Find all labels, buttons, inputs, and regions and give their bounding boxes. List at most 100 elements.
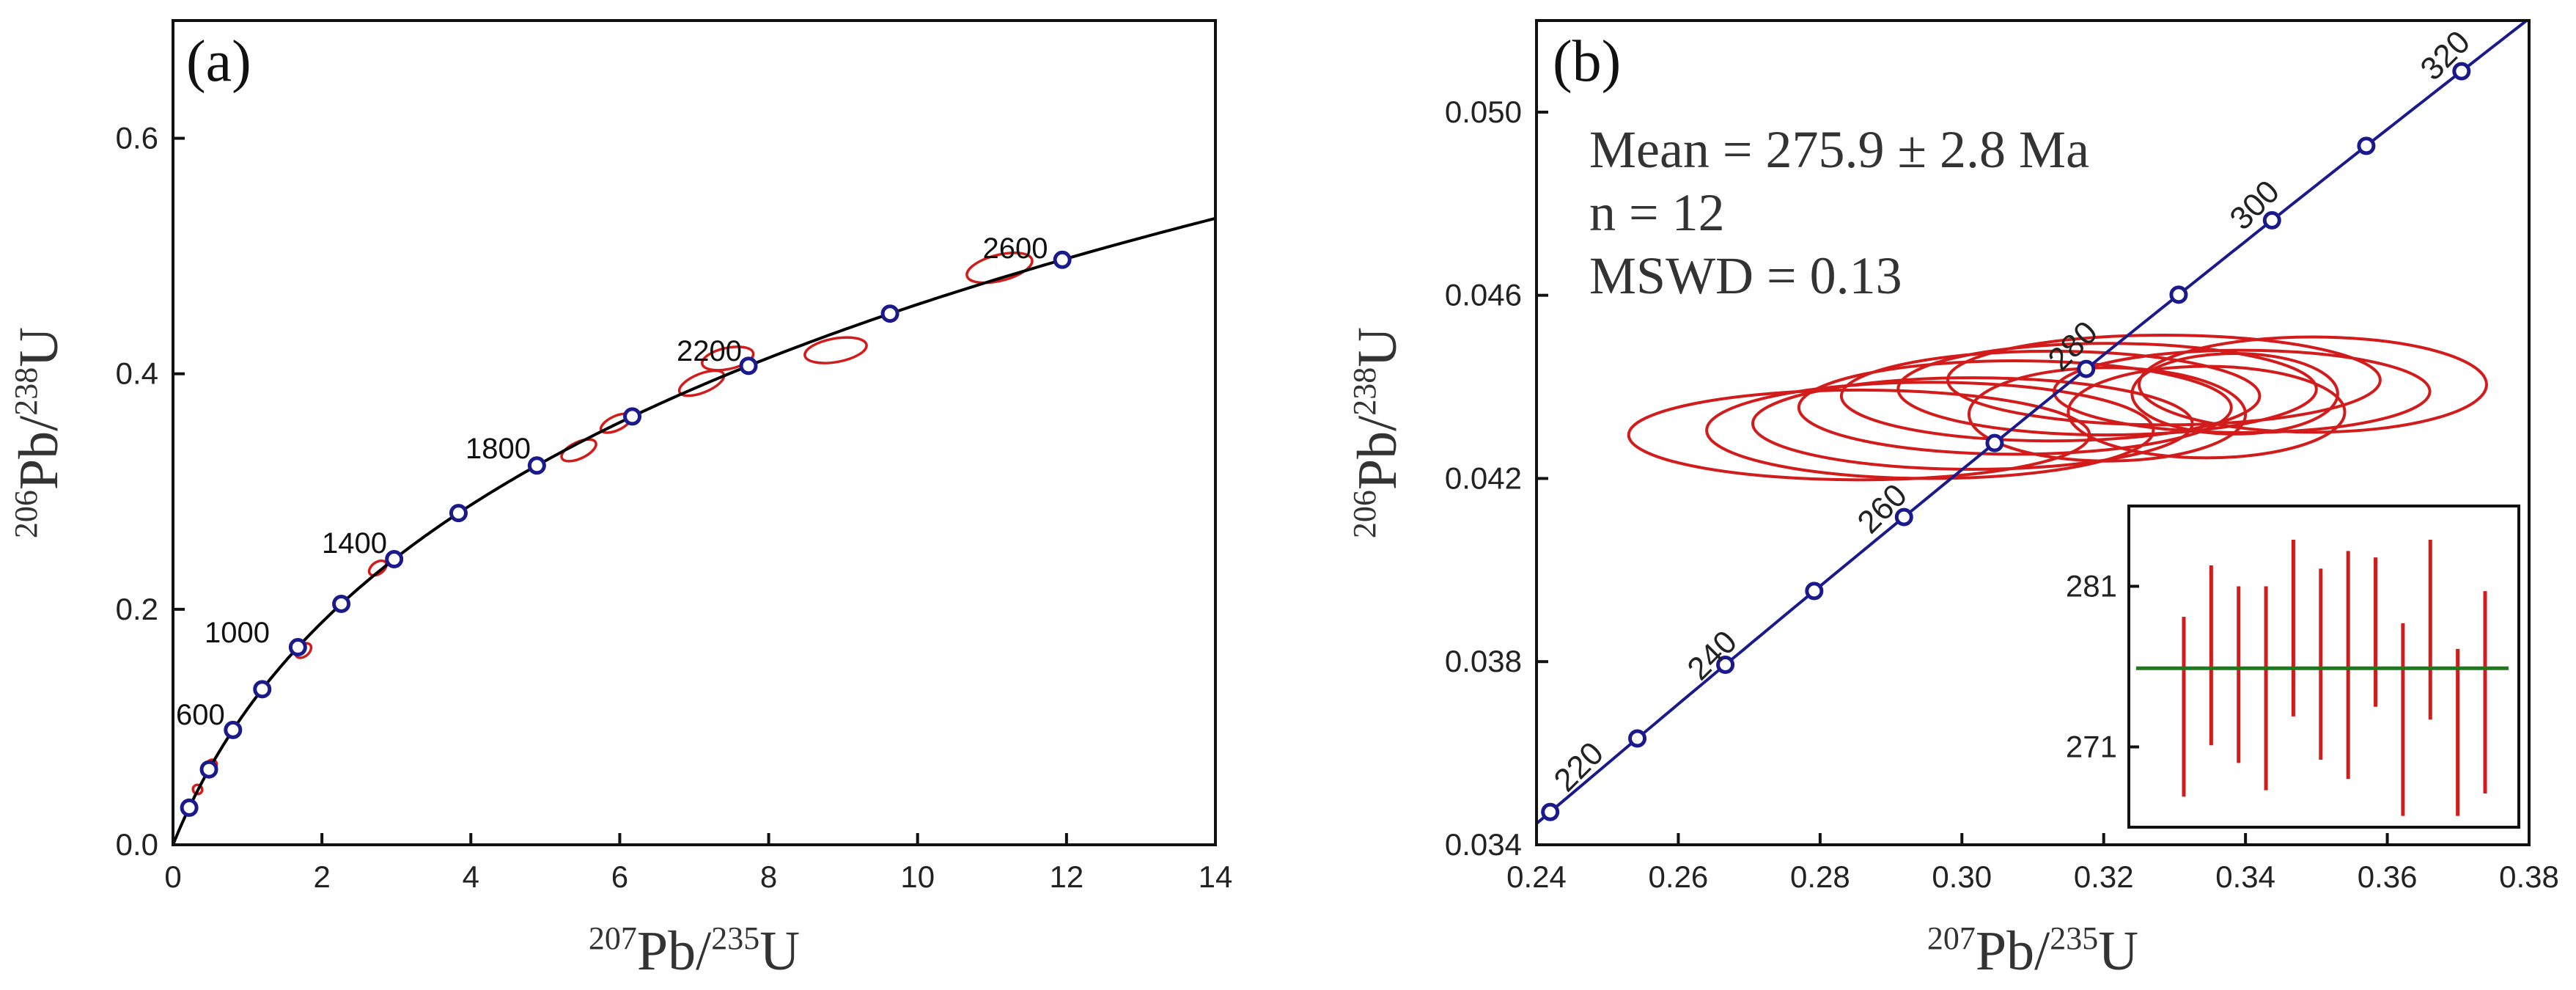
- panel-b-stats: Mean = 275.9 ± 2.8 Ma n = 12 MSWD = 0.13: [1589, 120, 2089, 305]
- x-el1: Pb: [1976, 920, 2034, 982]
- error-ellipse: [803, 336, 868, 364]
- ellipses: [1627, 333, 2488, 482]
- concordia-age-marker: [1985, 433, 2004, 452]
- age-label: 1400: [322, 527, 387, 560]
- concordia-age-marker: [527, 456, 546, 475]
- inset-y-tick-label: 271: [2066, 730, 2117, 764]
- x-tick-label: 0.38: [2499, 859, 2559, 894]
- y-el2: U: [1347, 327, 1408, 367]
- error-ellipse: [701, 345, 755, 372]
- concordia-age-marker: [449, 504, 468, 523]
- clipped-layer: [173, 216, 1215, 845]
- y-tick-label: 0.046: [1445, 278, 1522, 312]
- x-tick-label: 10: [900, 859, 935, 894]
- age-label: 1800: [465, 433, 531, 465]
- error-ellipse: [1705, 381, 2155, 480]
- y-tick-label: 0.034: [1445, 827, 1522, 862]
- concordia-age-marker: [739, 356, 758, 375]
- x-mass2: 235: [711, 920, 759, 956]
- panel-a-plot-area: [173, 216, 1215, 845]
- concordia-age-marker: [1805, 582, 1824, 601]
- concordia-age-marker: [2452, 62, 2471, 81]
- concordia-age-marker: [623, 407, 642, 426]
- stats-n: n = 12: [1589, 183, 1725, 242]
- panel-a-y-ticks: 0.0 0.2 0.4 0.6: [116, 121, 185, 862]
- x-tick-label: 0.32: [2074, 859, 2134, 894]
- inset-marks: [2136, 539, 2509, 816]
- concordia-age-marker: [1053, 250, 1072, 269]
- y-mass2: 238: [8, 367, 44, 416]
- error-ellipse: [560, 438, 597, 463]
- panel-b-plot-area: [1537, 21, 2529, 826]
- concordia-age-marker: [880, 304, 899, 323]
- concordia-age-marker: [253, 680, 272, 699]
- clipped-layer: [1537, 21, 2529, 826]
- ellipses: [191, 252, 1034, 796]
- y-tick-label: 0.0: [116, 827, 158, 862]
- panel-a-label: (a): [186, 29, 251, 94]
- x-tick-label: 0.26: [1649, 859, 1709, 894]
- panel-b-x-ticks: 0.24 0.26 0.28 0.30 0.32 0.34 0.36 0.38: [1506, 833, 2559, 894]
- age-label: 2200: [677, 335, 742, 367]
- x-tick-label: 0: [164, 859, 181, 894]
- panel-a-x-axis-title: 207Pb/235U: [589, 920, 800, 982]
- y-tick-label: 0.050: [1445, 95, 1522, 129]
- panel-b: 0.24 0.26 0.28 0.30 0.32 0.34 0.36 0.38 0.0340.…: [1347, 19, 2559, 982]
- concordia-age-marker: [288, 638, 307, 657]
- x-tick-label: 12: [1049, 859, 1083, 894]
- y-slash: /: [8, 415, 70, 431]
- x-el1: Pb: [637, 920, 696, 982]
- concordia-age-marker: [1628, 729, 1647, 748]
- concordia-age-marker: [1894, 507, 1913, 527]
- concordia-age-marker: [332, 594, 351, 613]
- concordia-age-marker: [385, 550, 404, 569]
- error-ellipse: [1946, 333, 2382, 427]
- concordia-curve: [173, 216, 1215, 845]
- y-tick-label: 0.6: [116, 121, 158, 155]
- error-ellipse: [2067, 364, 2347, 460]
- y-tick-label: 0.042: [1445, 461, 1522, 495]
- y-slash: /: [1347, 415, 1408, 431]
- concordia-age-marker: [1541, 802, 1560, 821]
- error-ellipse: [1839, 349, 2262, 443]
- error-ellipse: [965, 252, 1034, 285]
- x-mass1: 207: [1927, 920, 1976, 956]
- y-mass2: 238: [1347, 367, 1383, 416]
- y-mass1: 206: [1347, 490, 1383, 538]
- concordia-age-marker: [199, 760, 218, 779]
- error-ellipse: [1797, 359, 2233, 456]
- x-tick-label: 8: [760, 859, 777, 894]
- x-mass2: 235: [2050, 920, 2098, 956]
- x-tick-label: 0.28: [1790, 859, 1850, 894]
- y-el2: U: [8, 327, 70, 367]
- panel-a-frame: [172, 19, 1217, 846]
- x-el2: U: [759, 920, 800, 982]
- concordia-age-marker: [2077, 359, 2096, 378]
- x-tick-label: 0.30: [1932, 859, 1992, 894]
- concordia-age-marker: [180, 798, 199, 817]
- x-mass1: 207: [589, 920, 637, 956]
- panel-b-label: (b): [1553, 29, 1621, 94]
- concordia-age-marker: [2357, 136, 2376, 155]
- x-el2: U: [2098, 920, 2138, 982]
- panel-a: 0 2 4 6 8 10 12 14 0.0 0.2 0.4 0.6 (a) 600 1000 14…: [8, 19, 1233, 982]
- panel-b-inset: 271 281: [2066, 505, 2520, 829]
- x-tick-label: 2: [313, 859, 330, 894]
- error-ellipse: [2130, 351, 2339, 436]
- panel-a-y-axis-title: 206Pb/238U: [8, 327, 70, 538]
- y-tick-label: 0.4: [116, 356, 158, 391]
- x-tick-label: 0.24: [1506, 859, 1567, 894]
- stats-mean: Mean = 275.9 ± 2.8 Ma: [1589, 120, 2089, 179]
- y-el1: Pb: [1347, 431, 1408, 490]
- error-ellipse: [1967, 366, 2248, 463]
- panel-b-frame: [1535, 19, 2531, 846]
- concordia-age-marker: [2169, 285, 2188, 304]
- concordia-age-marker: [1716, 655, 1735, 674]
- panel-b-x-axis-title: 207Pb/235U: [1927, 920, 2138, 982]
- x-tick-label: 14: [1199, 859, 1233, 894]
- concordia-age-marker: [2262, 210, 2281, 230]
- panel-b-y-ticks: 0.034 0.038 0.042 0.046 0.050: [1445, 95, 1548, 862]
- x-tick-label: 0.34: [2215, 859, 2275, 894]
